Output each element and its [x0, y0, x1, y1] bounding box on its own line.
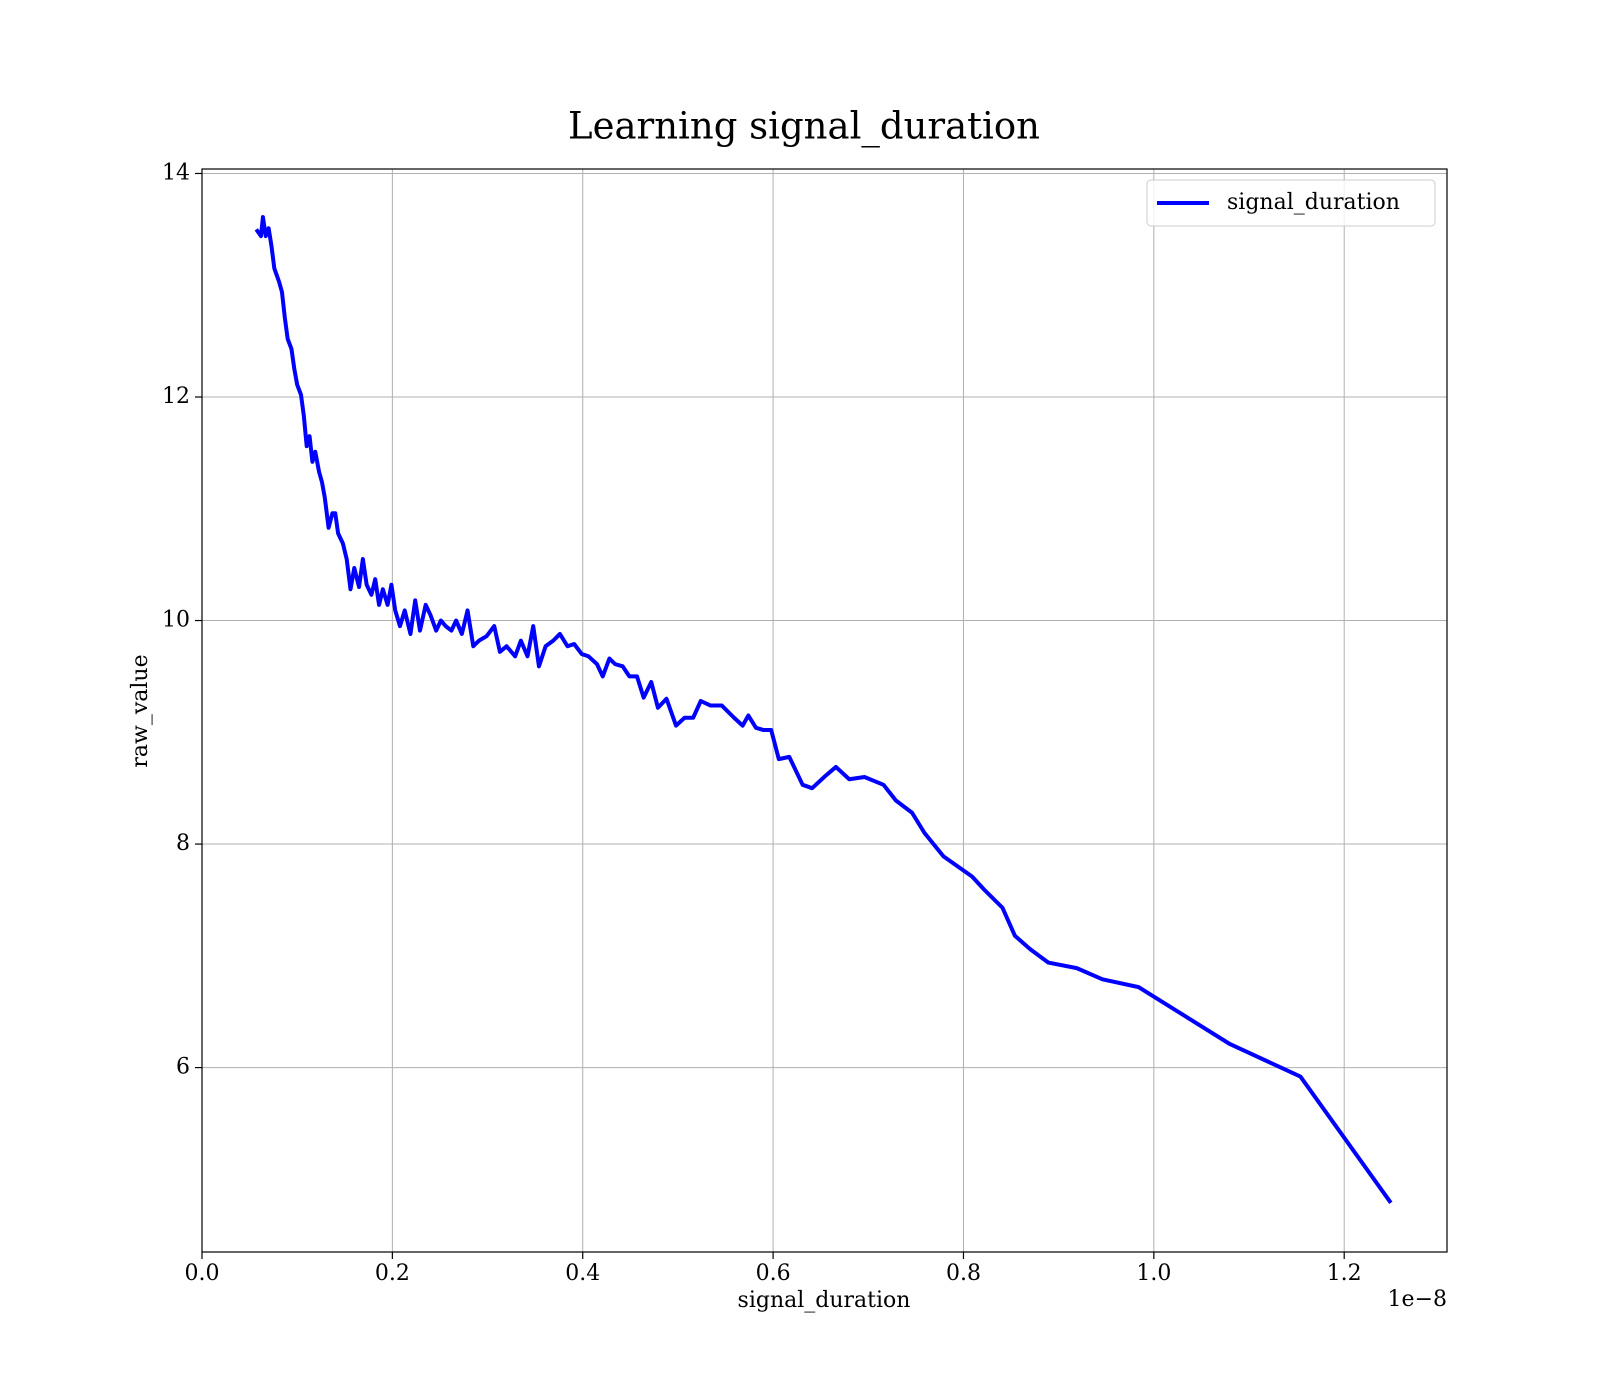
x-tick-label: 1.0	[1136, 1261, 1171, 1286]
x-tick-label: 0.0	[185, 1261, 220, 1286]
y-axis-label: raw_value	[128, 654, 153, 767]
y-tick-label: 12	[162, 384, 190, 409]
x-axis-label: signal_duration	[738, 1288, 911, 1313]
x-tick-label: 0.6	[756, 1261, 791, 1286]
x-tick-label: 1.2	[1327, 1261, 1362, 1286]
x-tick-label: 0.4	[565, 1261, 600, 1286]
legend-box	[1146, 179, 1436, 227]
legend-label: signal_duration	[1227, 190, 1400, 215]
y-tick-label: 6	[176, 1055, 190, 1080]
data-line	[254, 215, 1393, 1204]
y-tick-label: 14	[162, 160, 190, 185]
x-offset-label: 1e−8	[1388, 1287, 1447, 1312]
y-tick-label: 10	[162, 608, 190, 633]
x-tick-label: 0.8	[946, 1261, 981, 1286]
plot-frame	[201, 168, 1448, 1253]
x-tick-label: 0.2	[375, 1261, 410, 1286]
chart-title: Learning signal_duration	[568, 105, 1040, 149]
y-tick-label: 8	[176, 831, 190, 856]
